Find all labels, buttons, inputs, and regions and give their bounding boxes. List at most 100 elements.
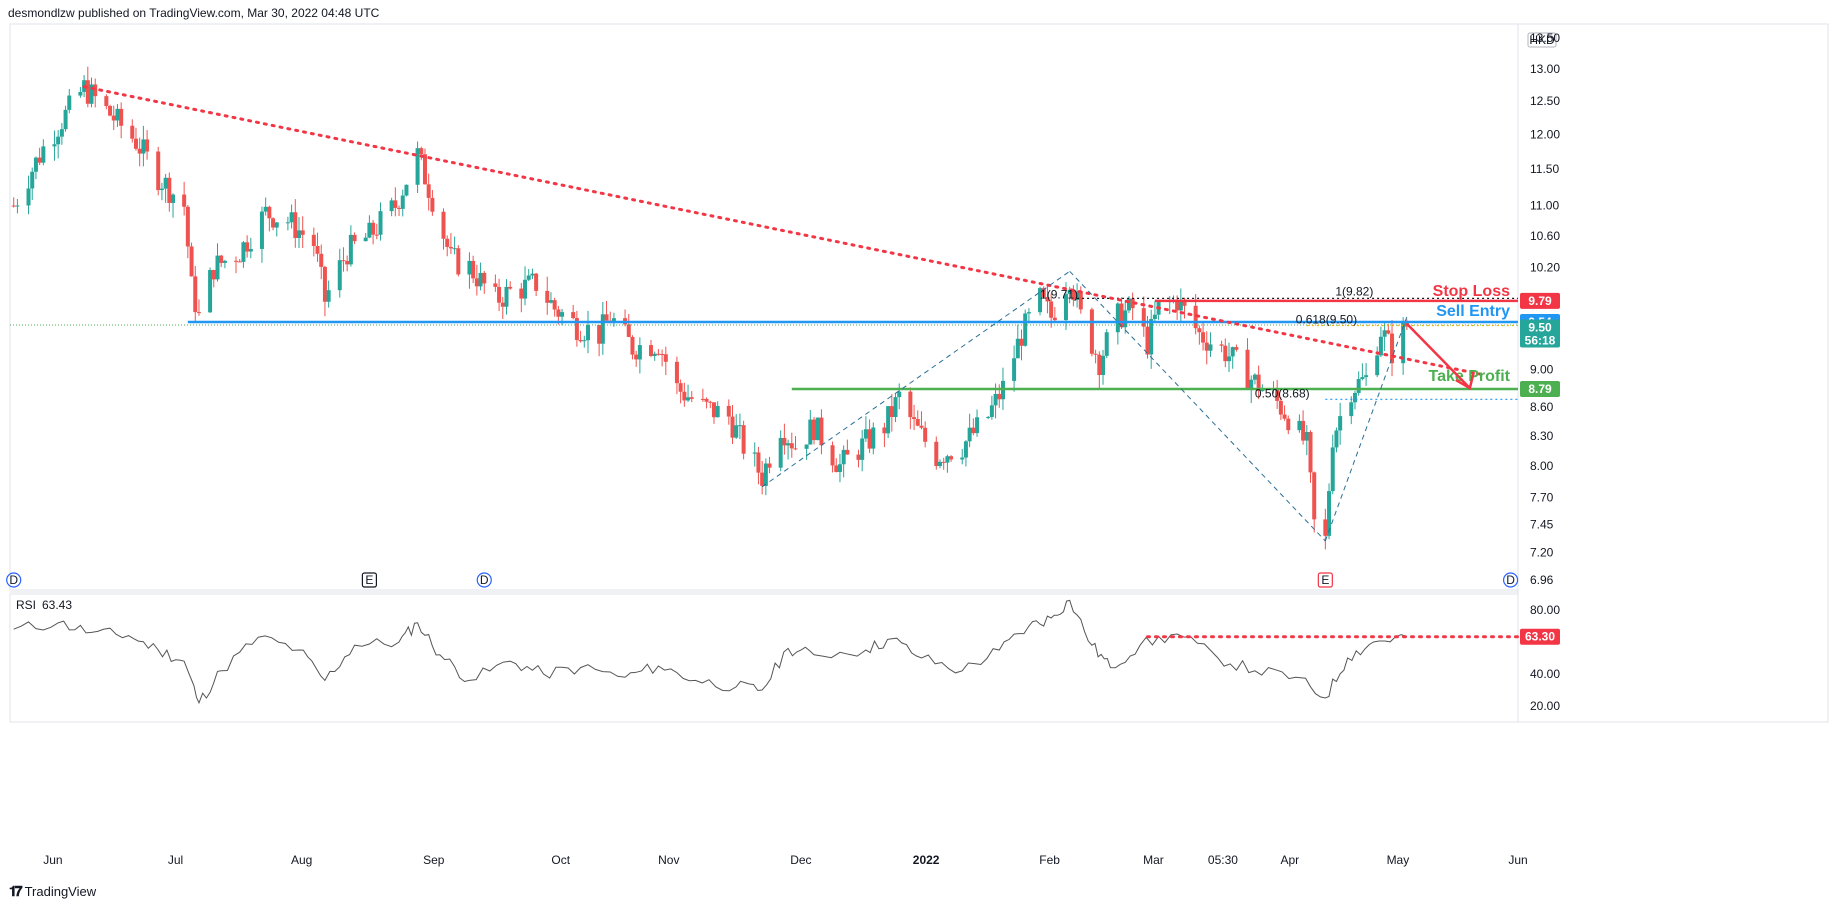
candle-body [111,115,116,121]
fib-leg-line [1324,316,1408,542]
candle-body [730,416,735,438]
candle-body [1301,420,1306,441]
candle-body [15,205,20,207]
event-marker-label: E [1321,573,1329,587]
x-tick-label: Nov [658,853,679,867]
projection-arrow-line[interactable] [1405,322,1471,389]
candle-body [919,425,924,428]
candle-body [467,260,472,275]
candle-body [167,177,172,203]
candle-body [26,188,31,206]
fib-0618-label: 0.618(9.50) [1296,312,1357,326]
candle-body [1012,358,1017,381]
candle-body [1323,519,1328,536]
stop-price-badge-text: 9.79 [1528,294,1552,308]
candle-body [1297,420,1302,431]
rsi-level-badge [1520,628,1560,645]
candle-body [778,437,783,468]
candle-body [886,406,891,434]
currency-badge [1527,32,1557,48]
earnings-marker-icon[interactable] [1317,572,1333,588]
rsi-y-tick-label: 20.00 [1530,699,1560,713]
rsi-line[interactable] [13,599,1407,705]
y-tick-label: 9.00 [1530,363,1554,377]
price-scale[interactable] [1517,23,1829,723]
candle-body [500,302,505,307]
candle-body [404,184,409,196]
candle-body [67,95,72,110]
main-pane[interactable] [9,23,1519,591]
candle-body [704,398,709,402]
x-tick-label: Feb [1039,853,1060,867]
x-tick-label: Sep [423,853,445,867]
projection-arrow-head-icon [1455,371,1476,391]
candle-body [1327,491,1332,536]
stop-loss-label: Stop Loss [1433,283,1510,300]
candle-body [934,441,939,467]
candle-body [426,184,431,198]
tradingview-mark-icon: 𝟏𝟕 [9,883,23,899]
candle-body [1256,374,1261,392]
candle-body [78,91,83,96]
event-marker-label: D [480,573,489,587]
x-tick-label: Jun [43,853,62,867]
candle-body [526,275,531,280]
descending-trendline[interactable] [82,85,1483,376]
candle-body [311,234,316,247]
candle-body [259,211,264,249]
candle-body [1234,347,1239,350]
candle-body [93,84,98,97]
candle-body [1182,299,1187,306]
earnings-marker-icon[interactable] [361,572,378,588]
dividend-marker-icon[interactable] [6,572,22,588]
x-tick-label: Dec [790,853,811,867]
candle-body [367,222,372,238]
candle-body [1356,379,1361,393]
candle-body [1378,336,1383,356]
candle-body [115,108,120,121]
y-tick-label: 7.20 [1530,545,1554,559]
candle-body [760,472,765,486]
candle-body [271,218,276,228]
candle-body [363,237,368,242]
candle-body [519,288,524,299]
candle-body [578,339,583,342]
rsi-pane[interactable] [9,593,1519,723]
candle-body [604,314,609,321]
candle-body [571,312,576,319]
x-tick-label: Oct [551,853,570,867]
fib-leg-line [1069,270,1326,542]
candle-body [656,353,661,355]
candle-body [860,438,865,460]
candle-body [156,151,161,191]
candle-body [41,146,46,163]
dividend-marker-icon[interactable] [1502,572,1519,588]
candle-body [1401,322,1406,364]
candle-body [663,354,668,362]
candle-body [400,195,405,209]
candle-body [52,144,57,147]
candle-body [1141,308,1146,327]
candle-body [734,425,739,438]
candle-body [793,448,798,450]
candle-body [508,286,513,289]
candle-body [378,211,383,235]
candle-body [548,300,553,303]
dividend-marker-icon[interactable] [476,572,492,588]
tradingview-logo[interactable]: 𝟏𝟕 TradingView [9,883,96,900]
candle-body [219,255,224,263]
sell-entry-label: Sell Entry [1436,303,1510,320]
candle-body [993,393,998,406]
candle-body [445,238,450,247]
candle-body [678,383,683,392]
candle-body [819,417,824,446]
candle-body [960,457,965,460]
candle-body [497,286,502,303]
candle-body [1023,313,1028,346]
candle-body [1252,374,1257,380]
candle-body [989,405,994,417]
y-tick-label: 8.60 [1530,400,1554,414]
candle-body [104,96,109,107]
candle-body [482,272,487,284]
